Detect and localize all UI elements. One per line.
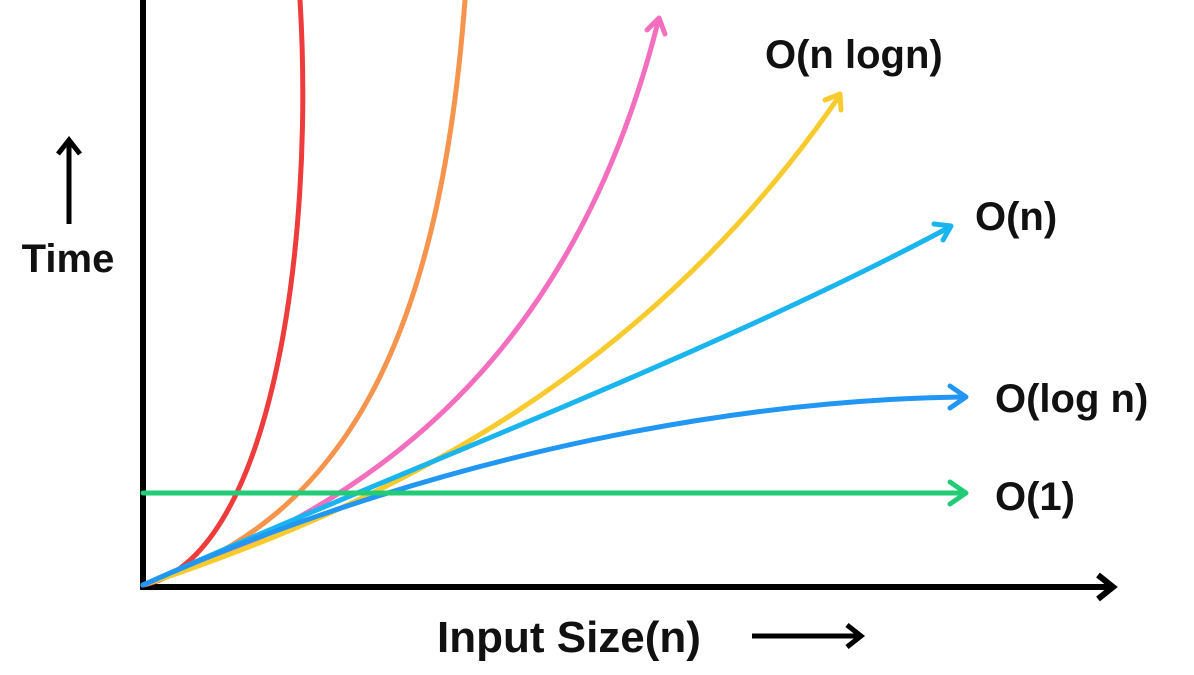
arrowhead-o-n-squared bbox=[644, 15, 668, 37]
x-axis-arrowhead bbox=[1096, 572, 1118, 602]
series-label-o-n: O(n) bbox=[975, 195, 1057, 239]
series-label-o-1: O(1) bbox=[995, 475, 1075, 519]
arrowhead-o-log-n bbox=[947, 383, 969, 411]
curve-o-n-factorial bbox=[140, 0, 306, 588]
arrowhead-o-1 bbox=[947, 479, 969, 507]
arrowhead-o-n-log-n bbox=[822, 91, 844, 113]
x-label-arrow-head bbox=[845, 623, 866, 649]
series-label-o-log-n: O(log n) bbox=[995, 377, 1148, 421]
curve-o-n-log-n bbox=[140, 95, 841, 588]
arrowhead-o-n bbox=[931, 221, 954, 243]
x-axis-label: Input Size(n) bbox=[437, 613, 701, 662]
curve-o-log-n bbox=[140, 394, 966, 588]
series-label-o-n-log-n: O(n logn) bbox=[765, 33, 943, 77]
y-axis-label: Time bbox=[22, 237, 115, 281]
y-label-arrow-head bbox=[56, 135, 82, 156]
curve-o-n-squared bbox=[140, 19, 661, 588]
